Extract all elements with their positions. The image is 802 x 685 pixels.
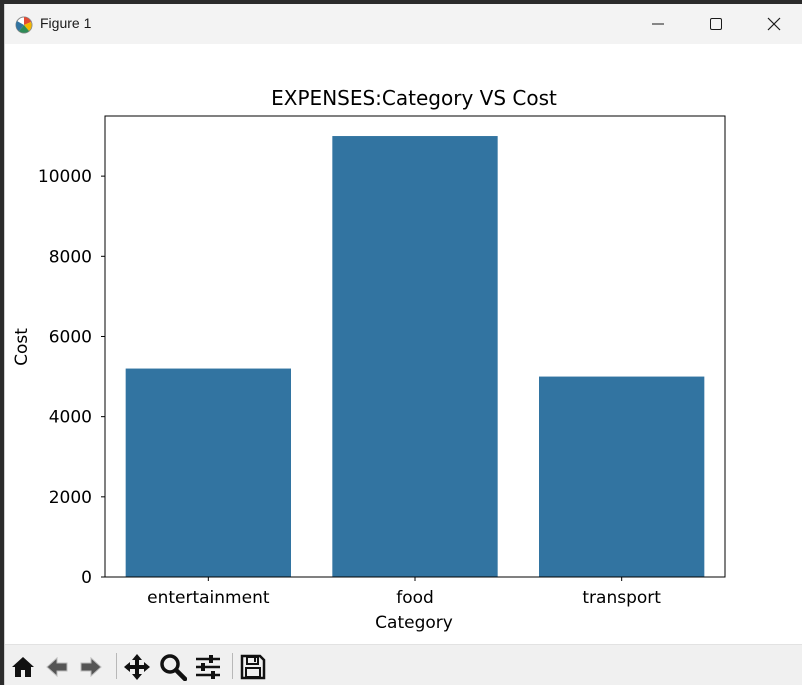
close-icon — [767, 17, 781, 31]
x-tick-label: transport — [582, 588, 661, 608]
bar-transport — [539, 376, 705, 577]
configure-subplots-button[interactable] — [194, 653, 222, 681]
zoom-button[interactable] — [159, 653, 187, 681]
x-tick-label: food — [396, 588, 434, 608]
bar-entertainment — [125, 368, 292, 577]
back-button[interactable] — [43, 653, 71, 681]
forward-button[interactable] — [77, 653, 105, 681]
y-tick-label: 10000 — [38, 167, 92, 187]
minimize-button[interactable] — [629, 4, 687, 44]
move-icon — [124, 654, 150, 680]
x-tick-label: entertainment — [147, 588, 270, 608]
maximize-button[interactable] — [687, 4, 745, 44]
close-button[interactable] — [745, 4, 802, 44]
y-tick-label: 8000 — [49, 247, 92, 267]
title-bar[interactable]: Figure 1 — [5, 4, 802, 44]
home-button[interactable] — [9, 653, 37, 681]
background-strip-left — [0, 0, 4, 685]
background-strip-top — [0, 0, 802, 4]
minimize-icon — [652, 23, 664, 25]
save-button[interactable] — [239, 653, 267, 681]
pan-button[interactable] — [123, 653, 151, 681]
arrow-left-icon — [46, 656, 68, 678]
chart-title: EXPENSES:Category VS Cost — [271, 86, 557, 110]
toolbar-separator — [232, 653, 233, 679]
figure-window: Figure 1 EXPENSES:Category VS Cost 0 2000… — [4, 4, 802, 685]
y-tick-label: 6000 — [49, 327, 92, 347]
arrow-right-icon — [80, 656, 102, 678]
bar-food — [332, 136, 498, 577]
bar-chart: EXPENSES:Category VS Cost 0 2000 4000 6000 8… — [12, 86, 726, 633]
sliders-icon — [196, 655, 220, 679]
y-tick-label: 0 — [81, 568, 92, 588]
magnifier-icon — [160, 654, 187, 681]
navigation-toolbar — [5, 644, 802, 685]
y-axis-label: Cost — [12, 328, 32, 366]
toolbar-separator — [116, 653, 117, 679]
y-tick-label: 2000 — [49, 488, 92, 508]
x-axis-label: Category — [375, 613, 453, 633]
y-tick-label: 4000 — [49, 408, 92, 428]
home-icon — [12, 657, 34, 677]
floppy-disk-icon — [240, 654, 266, 680]
maximize-icon — [710, 18, 722, 30]
matplotlib-app-icon — [14, 15, 34, 35]
window-title: Figure 1 — [40, 15, 92, 31]
figure-canvas[interactable]: EXPENSES:Category VS Cost 0 2000 4000 6000 8… — [5, 44, 802, 644]
